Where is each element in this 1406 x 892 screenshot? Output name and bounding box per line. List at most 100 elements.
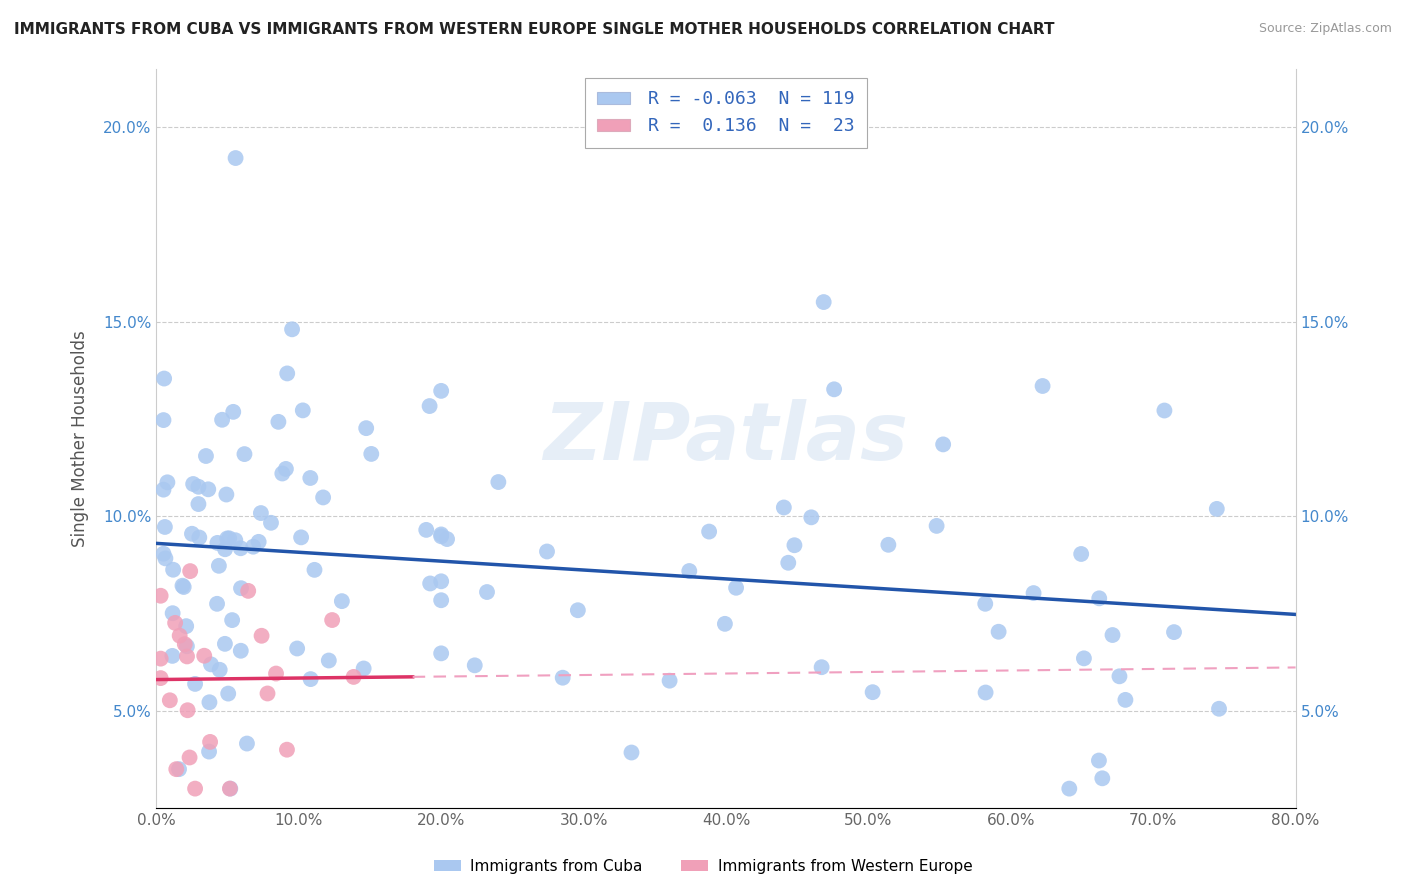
Point [551,671,574,685]
Point [152,547,174,561]
Point [430,527,453,541]
Point [1208,702,1230,716]
Point [207,536,229,550]
Point [173,637,195,651]
Point [197,483,219,497]
Point [658,673,681,688]
Point [165,762,187,776]
Point [321,613,343,627]
Point [1163,625,1185,640]
Point [773,500,796,515]
Point [184,677,207,691]
Point [238,583,260,598]
Point [165,615,187,630]
Point [285,641,308,656]
Point [415,523,437,537]
Point [290,530,312,544]
Point [419,576,441,591]
Point [214,637,236,651]
Point [419,399,441,413]
Point [725,581,748,595]
Point [188,531,211,545]
Point [181,526,204,541]
Point [155,551,177,566]
Point [179,750,201,764]
Point [783,538,806,552]
Point [1073,651,1095,665]
Point [181,477,204,491]
Point [271,467,294,481]
Point [184,781,207,796]
Point [229,541,252,556]
Point [264,666,287,681]
Point [198,695,221,709]
Point [486,475,509,489]
Point [219,781,242,796]
Point [222,405,245,419]
Legend: R = -0.063  N = 119, R =  0.136  N =  23: R = -0.063 N = 119, R = 0.136 N = 23 [585,78,868,148]
Point [208,663,231,677]
Point [159,693,181,707]
Legend: Immigrants from Cuba, Immigrants from Western Europe: Immigrants from Cuba, Immigrants from We… [427,853,979,880]
Point [205,597,228,611]
Point [173,580,195,594]
Point [276,742,298,756]
Point [697,524,720,539]
Point [221,613,243,627]
Point [250,506,273,520]
Point [198,745,221,759]
Point [167,762,190,776]
Point [1108,669,1130,683]
Point [353,661,375,675]
Point [475,585,498,599]
Point [430,384,453,398]
Point [276,367,298,381]
Point [281,322,304,336]
Point [430,646,453,660]
Point [187,480,209,494]
Point [152,413,174,427]
Point [810,660,832,674]
Point [174,619,197,633]
Point [194,449,217,463]
Point [153,371,176,385]
Text: IMMIGRANTS FROM CUBA VS IMMIGRANTS FROM WESTERN EUROPE SINGLE MOTHER HOUSEHOLDS : IMMIGRANTS FROM CUBA VS IMMIGRANTS FROM … [14,22,1054,37]
Point [778,556,800,570]
Point [862,685,884,699]
Point [214,542,236,557]
Point [224,533,246,548]
Point [162,563,184,577]
Point [1153,403,1175,417]
Point [360,447,382,461]
Point [187,497,209,511]
Point [217,532,239,546]
Point [330,594,353,608]
Point [250,629,273,643]
Point [430,529,453,543]
Point [430,574,453,589]
Point [312,491,335,505]
Point [1032,379,1054,393]
Point [149,671,172,685]
Point [354,421,377,435]
Y-axis label: Single Mother Households: Single Mother Households [72,330,89,547]
Point [436,532,458,546]
Point [152,483,174,497]
Point [304,563,326,577]
Point [291,403,314,417]
Point [176,639,198,653]
Point [176,703,198,717]
Point [256,686,278,700]
Point [215,487,238,501]
Point [153,520,176,534]
Point [260,516,283,530]
Point [217,687,239,701]
Point [236,737,259,751]
Point [813,295,835,310]
Point [1114,693,1136,707]
Point [242,540,264,554]
Point [219,781,242,796]
Point [925,519,948,533]
Point [176,649,198,664]
Point [162,606,184,620]
